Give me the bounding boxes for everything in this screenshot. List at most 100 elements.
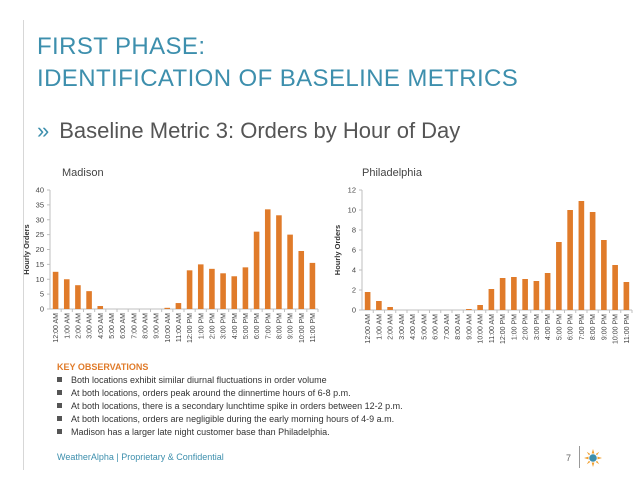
x-tick-label: 10:00 PM xyxy=(299,313,306,343)
x-tick-label: 4:00 AM xyxy=(98,313,105,339)
bar xyxy=(466,309,472,310)
x-tick-label: 11:00 AM xyxy=(176,313,183,342)
bar xyxy=(589,212,596,310)
bar xyxy=(522,279,528,310)
bar xyxy=(477,305,483,310)
observation-item: Madison has a larger late night customer… xyxy=(57,426,403,439)
bar xyxy=(567,210,573,310)
page-number: 7 xyxy=(566,453,572,463)
y-tick-label: 10 xyxy=(36,275,44,284)
x-tick-label: 2:00 PM xyxy=(523,314,530,340)
observations-heading: KEY OBSERVATIONS xyxy=(57,362,149,372)
x-tick-label: 6:00 PM xyxy=(568,314,575,340)
bar xyxy=(612,265,618,310)
x-tick-label: 3:00 PM xyxy=(221,313,228,339)
x-tick-label: 12:00 PM xyxy=(500,314,507,344)
x-tick-label: 6:00 AM xyxy=(433,314,440,340)
bar xyxy=(86,291,92,309)
subtitle-text: Baseline Metric 3: Orders by Hour of Day xyxy=(59,118,461,143)
square-bullet-icon xyxy=(57,416,62,421)
x-tick-label: 9:00 PM xyxy=(601,314,608,340)
y-axis-title: Hourly Orders xyxy=(22,224,31,274)
bar xyxy=(309,262,316,309)
sun-logo-icon xyxy=(584,449,602,467)
y-tick-label: 12 xyxy=(348,186,356,195)
bar xyxy=(488,289,495,310)
x-tick-label: 12:00 AM xyxy=(365,314,372,344)
x-tick-label: 1:00 AM xyxy=(64,313,71,339)
bar xyxy=(63,279,70,309)
x-tick-label: 9:00 PM xyxy=(288,313,295,339)
x-tick-label: 7:00 PM xyxy=(265,313,272,339)
y-tick-label: 40 xyxy=(36,186,44,195)
bar xyxy=(242,267,249,309)
chart-title-madison: Madison xyxy=(62,167,104,179)
x-tick-label: 10:00 AM xyxy=(478,314,485,344)
x-tick-label: 3:00 PM xyxy=(534,314,541,340)
x-tick-label: 2:00 PM xyxy=(209,313,216,339)
y-axis-title: Hourly Orders xyxy=(333,225,342,275)
y-tick-label: 15 xyxy=(36,260,44,269)
observation-text: At both locations, orders peak around th… xyxy=(71,388,351,398)
footer-divider xyxy=(579,446,580,468)
x-tick-label: 10:00 AM xyxy=(165,313,172,343)
x-tick-label: 12:00 PM xyxy=(187,313,194,343)
slide-subtitle: » Baseline Metric 3: Orders by Hour of Da… xyxy=(37,118,460,144)
x-tick-label: 5:00 AM xyxy=(109,313,116,339)
x-tick-label: 3:00 AM xyxy=(87,313,94,339)
bar xyxy=(220,273,226,309)
bar xyxy=(533,281,540,310)
footer-text: WeatherAlpha | Proprietary & Confidentia… xyxy=(57,452,224,462)
y-tick-label: 6 xyxy=(352,246,356,255)
x-tick-label: 1:00 PM xyxy=(511,314,518,340)
y-tick-label: 0 xyxy=(352,306,356,315)
observation-item: At both locations, orders are negligible… xyxy=(57,413,403,426)
bar xyxy=(544,273,551,310)
bar xyxy=(253,231,260,309)
bar xyxy=(209,268,215,309)
slide-title-line-1: FIRST PHASE: xyxy=(37,33,206,60)
x-tick-label: 11:00 PM xyxy=(310,313,317,343)
observation-item: Both locations exhibit similar diurnal f… xyxy=(57,374,403,387)
chart-title-philadelphia: Philadelphia xyxy=(362,167,422,179)
y-tick-label: 2 xyxy=(352,286,356,295)
observations-list: Both locations exhibit similar diurnal f… xyxy=(57,374,403,439)
square-bullet-icon xyxy=(57,377,62,382)
bar xyxy=(52,271,59,309)
bar xyxy=(287,234,293,309)
x-tick-label: 5:00 AM xyxy=(421,314,428,340)
square-bullet-icon xyxy=(57,429,62,434)
x-tick-label: 3:00 AM xyxy=(399,314,406,340)
x-tick-label: 7:00 AM xyxy=(131,313,138,339)
bar xyxy=(264,209,271,309)
observation-text: At both locations, there is a secondary … xyxy=(71,401,403,411)
y-tick-label: 4 xyxy=(352,266,356,275)
square-bullet-icon xyxy=(57,403,62,408)
bar xyxy=(556,242,562,310)
x-tick-label: 10:00 PM xyxy=(613,314,620,344)
y-tick-label: 20 xyxy=(36,245,44,254)
x-tick-label: 9:00 AM xyxy=(466,314,473,340)
bar xyxy=(298,250,305,309)
bar xyxy=(175,303,182,309)
x-tick-label: 9:00 AM xyxy=(154,313,161,339)
x-tick-label: 4:00 PM xyxy=(232,313,239,339)
x-tick-label: 2:00 AM xyxy=(75,313,82,339)
subtitle-bullet: » xyxy=(37,118,50,143)
bar xyxy=(499,278,506,310)
square-bullet-icon xyxy=(57,390,62,395)
x-tick-label: 8:00 PM xyxy=(590,314,597,340)
x-tick-label: 6:00 PM xyxy=(254,313,261,339)
y-tick-label: 0 xyxy=(40,305,44,314)
observation-item: At both locations, there is a secondary … xyxy=(57,400,403,413)
observation-text: Madison has a larger late night customer… xyxy=(71,427,330,437)
x-tick-label: 1:00 AM xyxy=(376,314,383,340)
y-tick-label: 10 xyxy=(348,206,356,215)
x-tick-label: 8:00 AM xyxy=(455,314,462,340)
bar xyxy=(231,276,238,309)
x-tick-label: 11:00 PM xyxy=(624,314,631,344)
x-tick-label: 11:00 AM xyxy=(489,314,496,343)
bar xyxy=(578,201,585,310)
